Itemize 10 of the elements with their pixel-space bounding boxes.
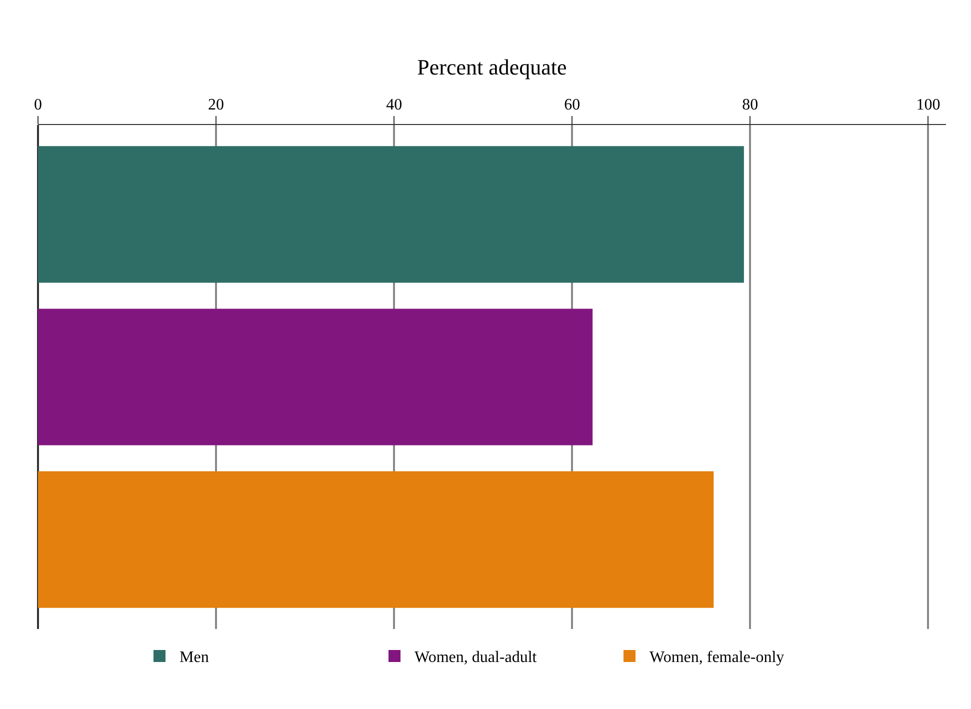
x-tick-label: 60 (564, 96, 580, 114)
x-tick-label: 20 (208, 96, 224, 114)
legend-label: Women, dual-adult (414, 649, 538, 666)
x-tick-label: 40 (386, 96, 402, 114)
x-tick-label: 0 (34, 96, 42, 114)
x-axis-title: Percent adequate (417, 54, 567, 80)
legend-label: Women, female-only (650, 649, 784, 666)
x-tick-label: 100 (916, 96, 940, 114)
x-tick-label: 80 (742, 96, 758, 114)
legend-label: Men (180, 649, 209, 666)
